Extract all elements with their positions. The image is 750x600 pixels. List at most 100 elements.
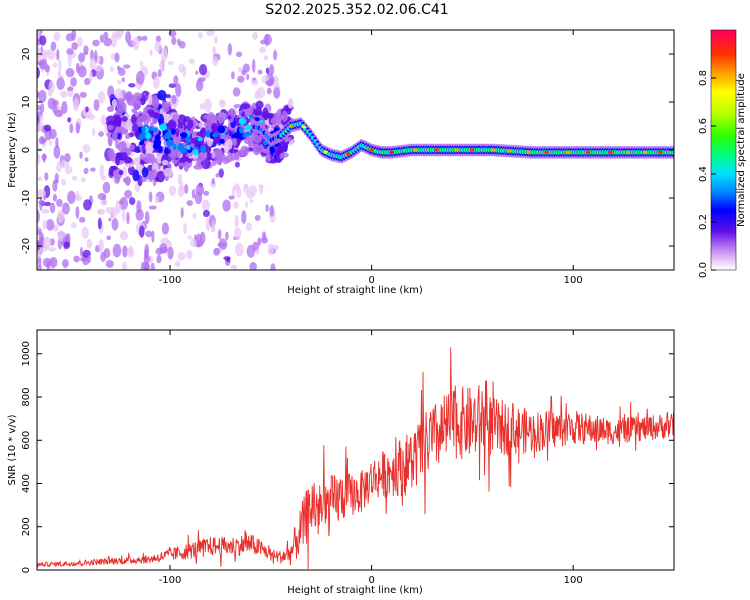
spectrogram-cell xyxy=(215,173,220,178)
spectrogram-cell xyxy=(255,249,260,255)
spectrogram-cell xyxy=(188,58,195,64)
spectrogram-cell xyxy=(212,45,216,56)
spectrogram-cell xyxy=(242,133,248,139)
spectrogram-cell xyxy=(42,236,52,251)
spectrogram-cell xyxy=(434,148,439,152)
spectrogram-cell xyxy=(262,107,269,118)
spectrogram-cell xyxy=(248,185,257,196)
spectrogram-cell xyxy=(249,261,257,270)
spectrogram-cell xyxy=(171,36,177,45)
spectrogram-cell xyxy=(81,226,89,240)
spectrogram-cell xyxy=(154,134,161,141)
spectrogram-cell xyxy=(149,49,153,56)
snr-y-label: SNR (10 * v/v) xyxy=(7,414,18,485)
spectrogram-cell xyxy=(94,50,98,63)
spectrogram-cell xyxy=(212,56,219,66)
spectrogram-cell xyxy=(133,157,141,166)
spectrogram-cell xyxy=(172,113,180,122)
colorbar-label: Normalized spectral amplitude xyxy=(736,73,747,227)
spectrogram-cell xyxy=(49,256,58,268)
spectrogram-cell xyxy=(178,40,186,49)
spectrogram-cell xyxy=(87,254,92,264)
spectrogram-cell xyxy=(283,137,292,142)
spectrogram-y-tick-label: 0 xyxy=(21,147,32,153)
spectrogram-cell xyxy=(138,134,144,141)
spectrogram-cell xyxy=(141,35,148,41)
spectrogram-cell xyxy=(195,184,205,196)
spectrogram-cell xyxy=(239,126,244,134)
spectrogram-cell xyxy=(246,73,250,81)
spectrogram-cell xyxy=(37,209,41,224)
spectrogram-cell xyxy=(167,61,174,66)
spectrogram-cell xyxy=(259,46,266,54)
spectrogram-cell xyxy=(218,238,228,251)
spectrogram-cell xyxy=(233,103,242,109)
spectrogram-cell xyxy=(161,222,170,235)
spectrogram-cell xyxy=(218,100,227,108)
spectrogram-cell xyxy=(59,90,68,98)
spectrogram-cell xyxy=(38,89,47,103)
spectrogram-cell xyxy=(251,79,259,86)
spectrogram-cell xyxy=(288,124,294,128)
spectrogram-cell xyxy=(49,202,56,214)
spectrogram-cell xyxy=(192,212,197,220)
spectrogram-cell xyxy=(149,255,153,265)
spectrogram-cell xyxy=(195,70,199,75)
spectrogram-cell xyxy=(40,103,45,114)
spectrogram-cell xyxy=(70,77,77,87)
spectrogram-cell xyxy=(164,148,171,155)
spectrogram-cell xyxy=(100,114,107,126)
spectrogram-cell xyxy=(145,230,153,238)
spectrogram-cell xyxy=(168,30,177,38)
spectrogram-cell xyxy=(153,76,160,89)
spectrogram-cell xyxy=(111,218,119,231)
spectrogram-cell xyxy=(217,229,222,240)
spectrogram-cell xyxy=(89,70,93,83)
spectrogram-cell xyxy=(263,55,269,61)
spectrogram-cell xyxy=(198,32,203,39)
spectrogram-cell xyxy=(148,191,153,203)
spectrogram-cell xyxy=(200,144,207,153)
spectrogram-cell xyxy=(157,90,167,101)
spectrogram-cell xyxy=(126,97,137,106)
spectrogram-cell xyxy=(192,131,198,137)
spectrogram-cell xyxy=(233,201,239,210)
snr-y-tick-label: 0 xyxy=(21,567,32,573)
snr-y-tick-label: 800 xyxy=(21,387,32,406)
spectrogram-cell xyxy=(67,190,76,205)
spectrogram-cell xyxy=(185,144,191,150)
spectrogram-cell xyxy=(389,150,394,154)
spectrogram-cell xyxy=(93,99,100,111)
spectrogram-y-tick-label: -20 xyxy=(21,238,32,254)
spectrogram-cell xyxy=(70,221,77,229)
spectrogram-cell xyxy=(265,204,269,213)
spectrogram-cell xyxy=(125,133,131,140)
spectrogram-cell xyxy=(37,188,46,198)
spectrogram-cell xyxy=(249,199,254,204)
spectrogram-cell xyxy=(56,48,60,61)
spectrogram-cell xyxy=(180,181,184,195)
colorbar-gradient xyxy=(710,29,737,271)
spectrogram-cell xyxy=(79,151,83,159)
spectrogram-cell xyxy=(93,65,103,72)
spectrogram-cell xyxy=(230,264,238,270)
spectrogram-cell xyxy=(106,106,115,113)
spectrogram-cell xyxy=(566,150,571,154)
spectrogram-cell xyxy=(143,153,153,164)
spectrogram-cell xyxy=(105,206,115,214)
spectrogram-cell xyxy=(171,128,176,135)
spectrogram-cell xyxy=(79,91,87,98)
spectrogram-cell xyxy=(108,217,112,222)
spectrogram-cell xyxy=(198,63,208,76)
spectrogram-cell xyxy=(116,126,126,132)
spectrogram-cell xyxy=(625,150,630,154)
spectrogram-cell xyxy=(183,222,187,235)
spectrogram-cell xyxy=(39,35,47,46)
spectrogram-cell xyxy=(215,149,224,160)
spectrogram-cell xyxy=(56,161,62,173)
spectrogram-cell xyxy=(69,123,74,134)
spectrogram-cell xyxy=(38,200,46,205)
spectrogram-cell xyxy=(209,114,220,121)
spectrogram-cell xyxy=(75,190,80,201)
